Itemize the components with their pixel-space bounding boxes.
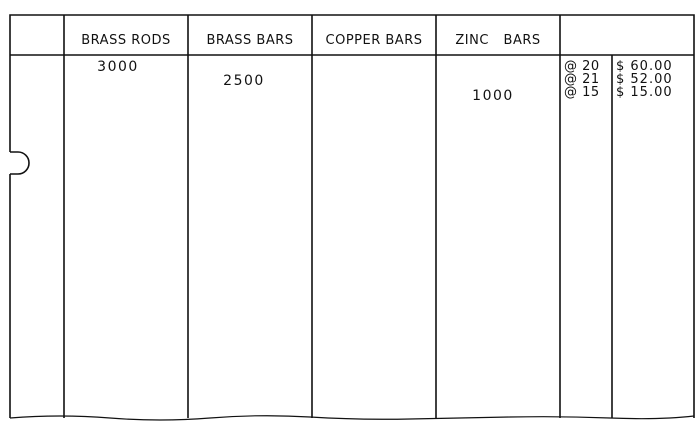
qty-brass-rods: 3000 [97, 59, 139, 75]
amount: $ 52.00 [616, 72, 673, 87]
header-brass-rods: BRASS RODS [81, 33, 171, 48]
binder-hole-icon [10, 151, 30, 175]
header-zinc-bars: ZINC BARS [455, 33, 541, 48]
header-copper-bars: COPPER BARS [325, 33, 423, 48]
amount: $ 15.00 [616, 85, 673, 100]
outer-border [9, 14, 695, 418]
rate: @ 20 [564, 59, 600, 74]
qty-zinc-bars: 1000 [472, 88, 514, 104]
rate: @ 15 [564, 85, 600, 100]
wavy-bottom-edge [9, 415, 695, 421]
qty-brass-bars: 2500 [223, 73, 265, 89]
amount: $ 60.00 [616, 59, 673, 74]
header-brass-bars: BRASS BARS [206, 33, 294, 48]
rate: @ 21 [564, 72, 600, 87]
